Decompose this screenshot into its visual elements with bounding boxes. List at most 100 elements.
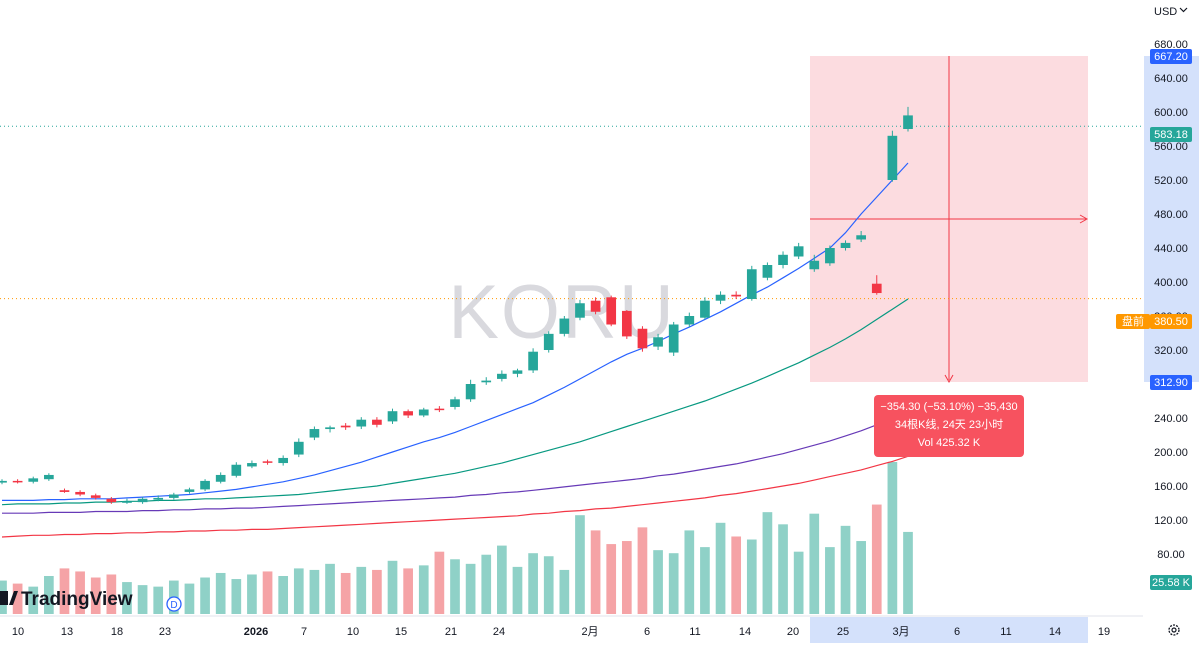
candle [450, 396, 460, 410]
volume-bar [778, 524, 788, 614]
candle-body [575, 303, 585, 318]
candle-body [825, 248, 835, 264]
candle-body [840, 242, 851, 248]
candle-body [309, 429, 320, 438]
candle-body [0, 480, 7, 483]
candle [215, 472, 226, 484]
volume-bar [293, 568, 304, 614]
tooltip-volume: Vol 425.32 K [918, 437, 981, 449]
ma-line-ma200 [1, 455, 909, 538]
volume-bar [746, 539, 757, 614]
volume-bar [840, 525, 851, 614]
candle-body [106, 498, 117, 503]
currency-label[interactable]: USD [1154, 6, 1177, 18]
time-tick-label: 6 [644, 626, 650, 638]
candle-body [684, 316, 695, 325]
volume-bar [325, 563, 335, 614]
price-tick-label: 80.00 [1157, 549, 1185, 561]
candle [840, 240, 851, 251]
time-axis[interactable]: 10 13 18 23 2026 7 10 15 21 24 2月 6 11 14 20 25 3月 6 11 14 1… [12, 626, 1110, 638]
time-tick-label: 11 [1000, 626, 1011, 638]
candle-body [12, 480, 23, 483]
candle [903, 106, 913, 132]
volume-bar [137, 585, 148, 614]
candle-body [871, 283, 882, 294]
candle [340, 423, 351, 430]
candle-body [122, 501, 132, 503]
candle-body [856, 235, 866, 240]
time-tick-label: 18 [111, 626, 123, 638]
volume-bar [715, 522, 726, 614]
dividend-marker-icon[interactable]: D [166, 596, 182, 612]
candle [434, 406, 445, 413]
candle-body [325, 427, 335, 430]
candle [621, 310, 632, 339]
candle [856, 231, 866, 243]
candle [200, 479, 210, 492]
candle [12, 479, 23, 484]
candle [497, 370, 507, 382]
currency-selector[interactable]: USD [1154, 6, 1188, 18]
volume-bar [606, 544, 617, 614]
volume-bar [262, 571, 273, 614]
settings-gear-icon[interactable] [1168, 624, 1180, 636]
candle-body [340, 425, 351, 428]
volume-bar [575, 515, 585, 614]
candle [122, 498, 132, 504]
candle [59, 488, 70, 493]
candle [137, 497, 148, 504]
candle-body [75, 491, 85, 495]
time-tick-label: 14 [1049, 626, 1061, 638]
price-tick-label: 680.00 [1154, 39, 1188, 51]
volume-bar [809, 513, 820, 614]
tooltip-bars: 34根K线, 24天 23小时 [895, 417, 1003, 431]
candle [668, 321, 679, 356]
candle-body [606, 297, 617, 325]
candle-body [621, 310, 632, 337]
volume-bar [200, 577, 210, 614]
volume-bar [247, 574, 257, 614]
time-tick-label: 3月 [892, 626, 909, 638]
time-tick-label: 20 [787, 626, 799, 638]
candle-body [778, 254, 788, 265]
price-tick-label: 560.00 [1154, 141, 1188, 153]
tradingview-logo-text: TradingView [21, 589, 133, 610]
candle [168, 492, 179, 500]
candle [778, 251, 788, 269]
candle [528, 348, 538, 373]
volume-bar [122, 582, 132, 614]
candle-body [387, 411, 398, 422]
candle [512, 368, 523, 378]
volume-bar [871, 504, 882, 614]
volume-bar [403, 568, 413, 614]
volume-bar [106, 574, 117, 614]
time-tick-label: 2月 [581, 626, 598, 638]
chevron-down-icon[interactable] [1179, 7, 1188, 13]
tooltip-change: −354.30 (−53.10%) −35,430 [880, 401, 1017, 413]
volume-bar [559, 569, 570, 614]
volume-bar [700, 547, 710, 614]
time-tick-label: 11 [689, 626, 700, 638]
volume-bar [309, 569, 320, 614]
time-tick-label: 2026 [244, 626, 268, 638]
candle-body [746, 269, 757, 299]
price-tag-high: 667.20 [1150, 49, 1192, 64]
tradingview-logo[interactable]: TradingView [0, 589, 133, 610]
candle [106, 497, 117, 504]
measure-tool[interactable] [810, 56, 1089, 384]
svg-text:D: D [170, 600, 177, 611]
candle-body [356, 419, 367, 427]
candle [762, 262, 773, 281]
candle-body [231, 464, 242, 476]
candle-body [184, 489, 195, 492]
price-tag-target-text: 312.90 [1154, 377, 1188, 389]
moving-averages [1, 162, 909, 538]
candle-body [590, 300, 601, 312]
volume-bar [12, 583, 23, 614]
candle [325, 425, 335, 433]
candle [418, 407, 429, 418]
candle-body [465, 384, 476, 400]
candle-body [403, 411, 413, 416]
candle [465, 379, 476, 402]
